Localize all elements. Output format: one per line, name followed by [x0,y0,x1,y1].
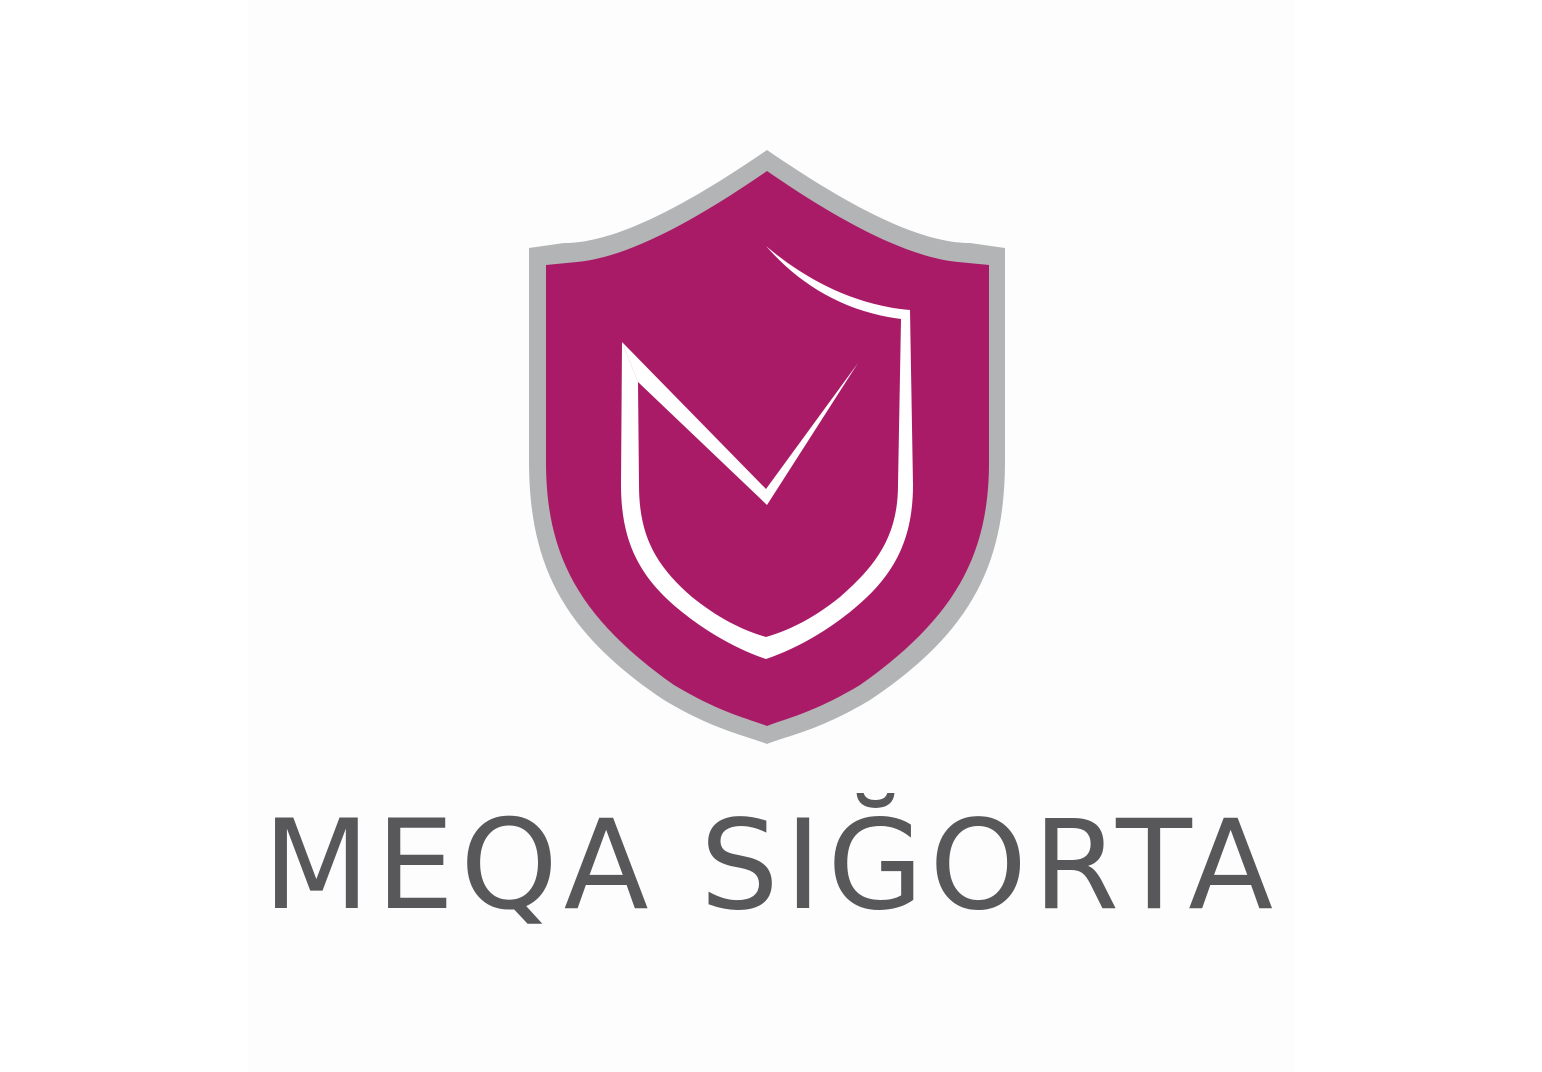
brand-name: MEQA SIĞORTA [262,794,1280,938]
check-mark [622,342,858,505]
